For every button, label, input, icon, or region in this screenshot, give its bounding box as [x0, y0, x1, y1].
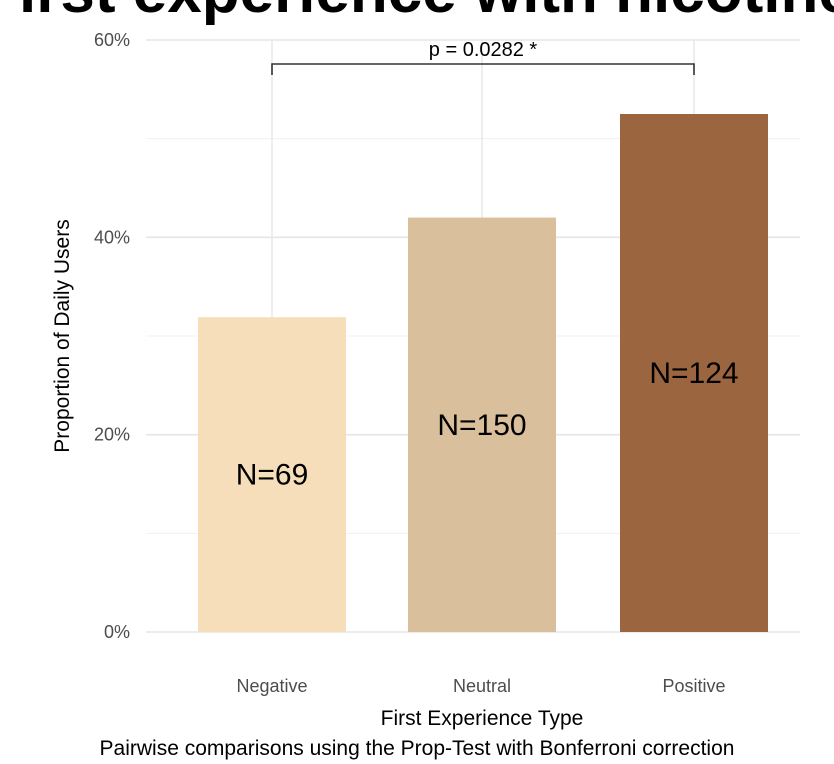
- y-tick-label: 20%: [94, 425, 130, 445]
- y-axis-ticks: 0% 20% 40% 60%: [94, 30, 130, 642]
- bar-label: N=69: [236, 459, 309, 492]
- x-tick-label: Positive: [662, 676, 725, 696]
- bar-negative: [198, 317, 346, 632]
- x-axis-ticks: Negative Neutral Positive: [236, 676, 725, 696]
- y-tick-label: 40%: [94, 227, 130, 247]
- y-tick-label: 0%: [104, 622, 130, 642]
- bar-label: N=124: [649, 357, 738, 390]
- y-tick-label: 60%: [94, 30, 130, 50]
- x-tick-label: Negative: [236, 676, 307, 696]
- significance-bracket: p = 0.0282 *: [271, 39, 695, 75]
- p-value-label: p = 0.0282 *: [429, 39, 538, 61]
- bar-labels: N=69 N=150 N=124: [236, 357, 739, 492]
- bar-label: N=150: [437, 409, 526, 442]
- bars: [198, 114, 768, 632]
- bracket-line: [271, 63, 695, 75]
- x-axis-title: First Experience Type: [381, 707, 584, 730]
- chart-title: First experience with nicotine: [0, 0, 834, 26]
- caption: Pairwise comparisons using the Prop-Test…: [100, 737, 735, 760]
- y-axis-title: Proportion of Daily Users: [51, 219, 74, 452]
- x-tick-label: Neutral: [453, 676, 511, 696]
- bar-positive: [620, 114, 768, 632]
- bar-neutral: [408, 217, 556, 632]
